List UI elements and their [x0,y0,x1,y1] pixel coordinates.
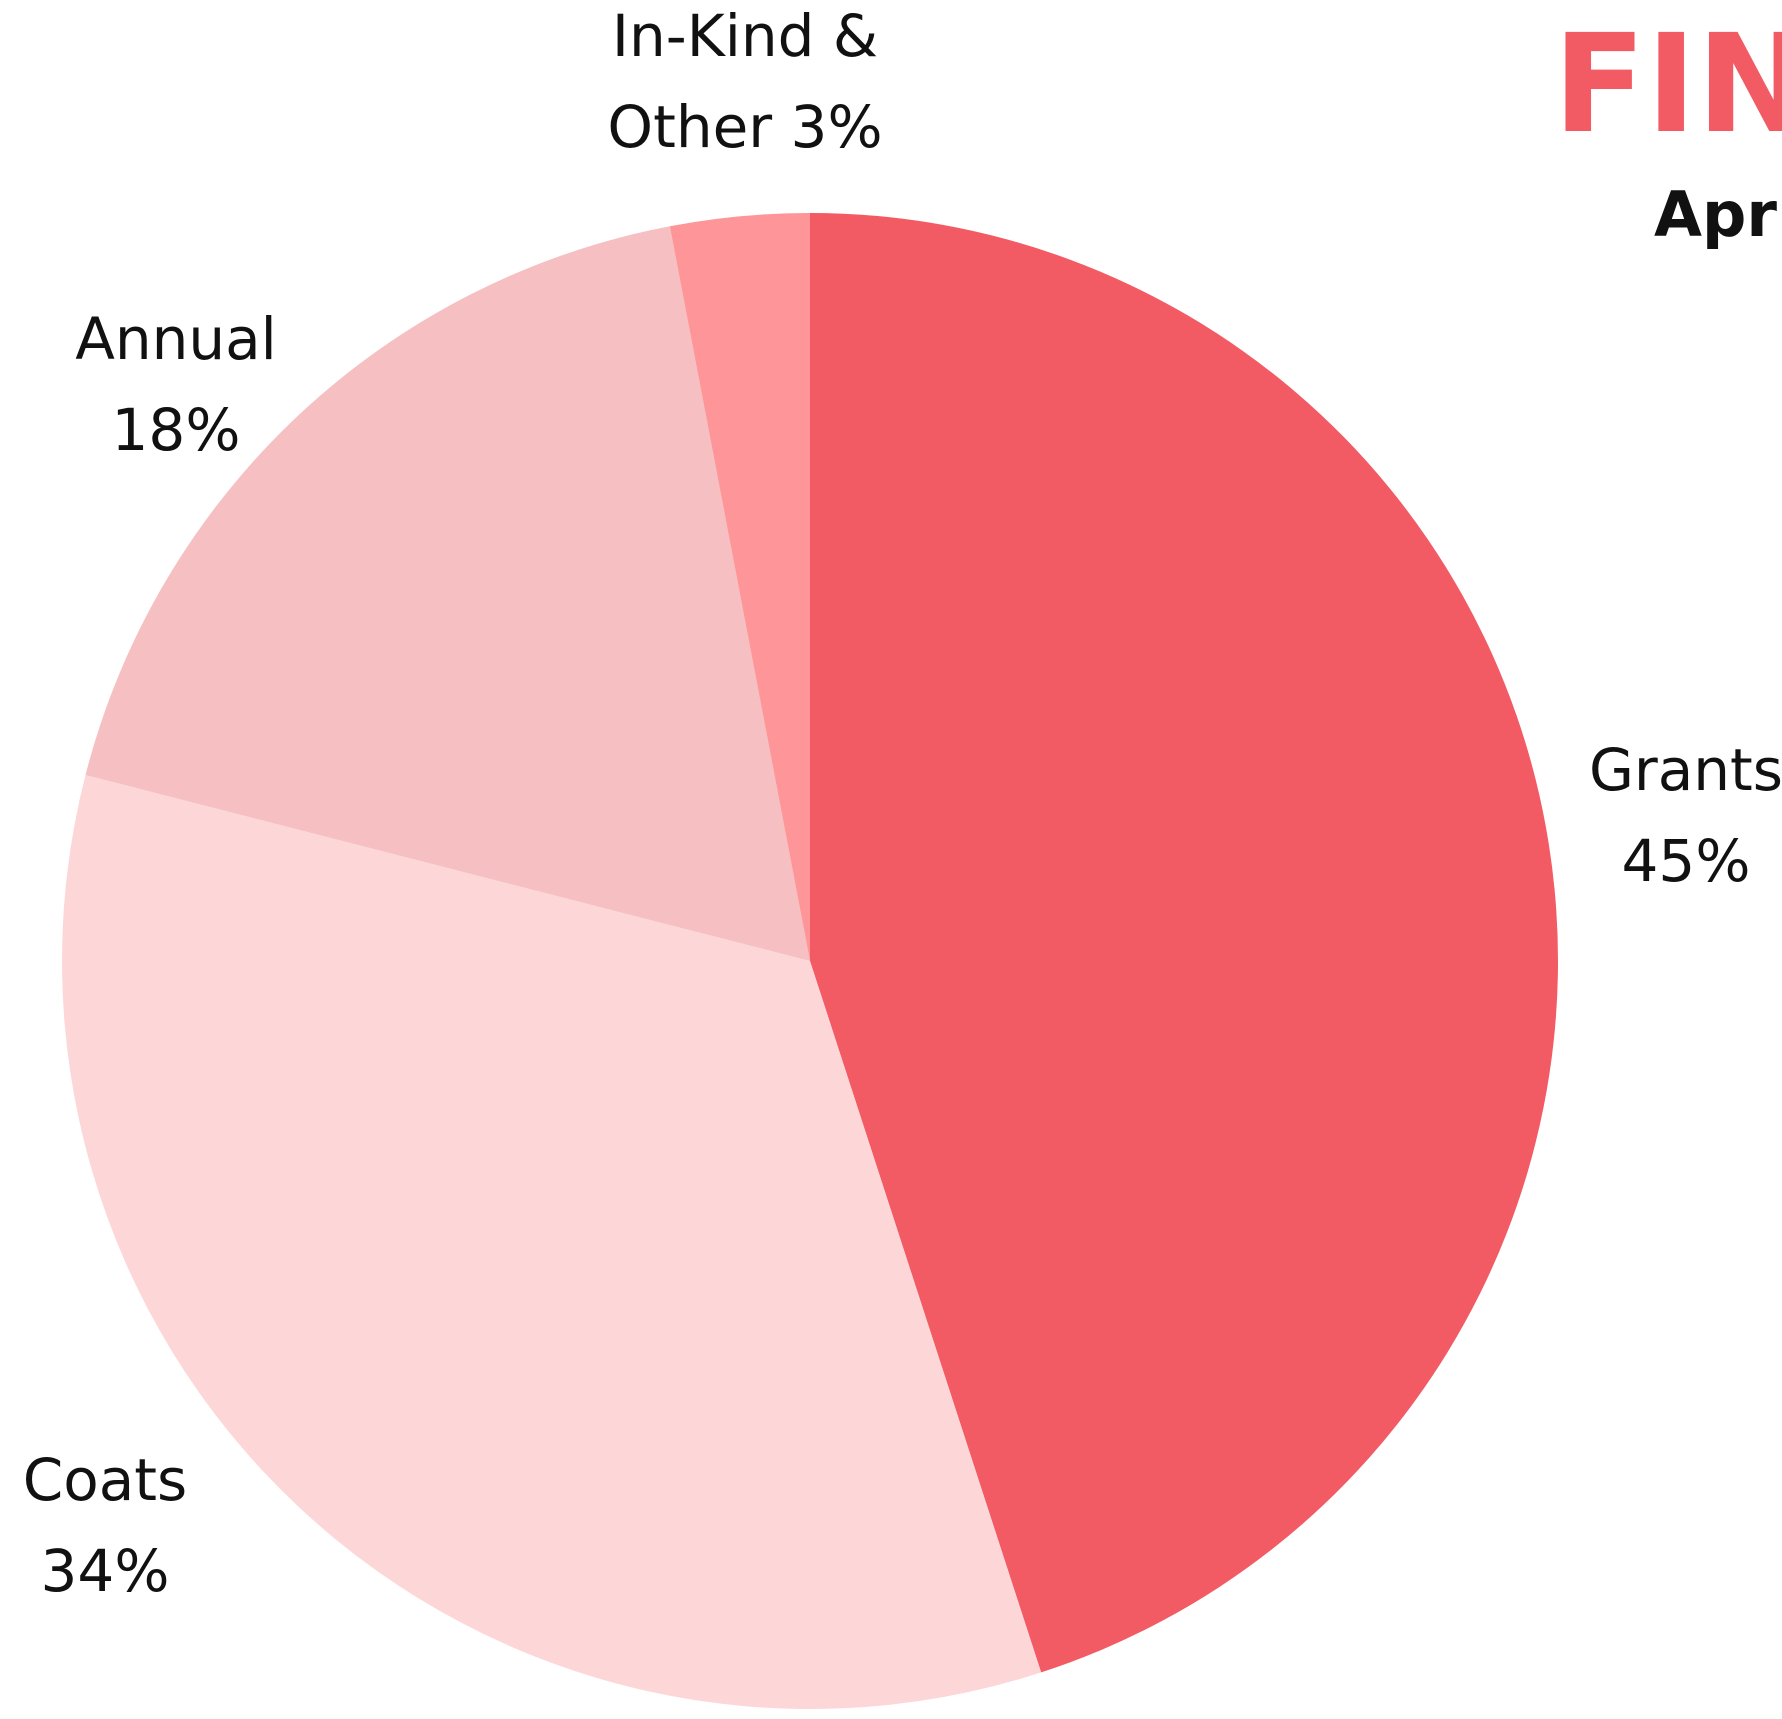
slice-label: In-Kind & Other 3% [535,0,955,173]
pie-slice [810,213,1559,1673]
pie-slice [669,213,810,961]
category-label: Grants [1588,736,1782,804]
slice-label: Grants 45% [1486,725,1782,907]
value-label: 34% [40,1537,170,1605]
value-label: 45% [1621,827,1751,895]
category-label: Annual [75,305,277,373]
slice-label: Annual 18% [0,294,376,476]
category-label: Coats [22,1446,188,1514]
pie-slice [85,226,810,961]
category-label: In-Kind & Other [607,2,879,161]
slice-label: Coats 34% [0,1435,305,1617]
chart-subtitle: Apri [1654,178,1782,251]
chart-title: FIN [1553,6,1782,164]
value-label: 3% [790,93,883,161]
value-label: 18% [111,396,241,464]
pie-slice [61,774,1042,1710]
